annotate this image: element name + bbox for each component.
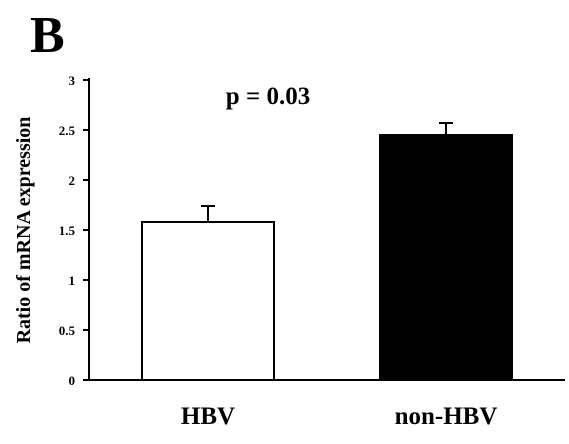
y-tick-label: 0.5 xyxy=(59,323,76,338)
x-tick-label: HBV xyxy=(181,403,235,430)
y-tick-label: 1 xyxy=(69,273,76,288)
bar-hbv xyxy=(141,221,275,381)
x-tick-label: non-HBV xyxy=(395,403,498,430)
y-tick-label: 3 xyxy=(69,73,76,88)
bar-non-hbv xyxy=(379,134,513,381)
y-axis-label: Ratio of mRNA expression xyxy=(13,117,35,344)
y-tick-label: 1.5 xyxy=(59,223,76,238)
plot-area: 0 0.5 1 1.5 2 2.5 3 HBV non-HBV xyxy=(59,73,565,430)
panel-label: B xyxy=(30,7,65,64)
y-tick-label: 2 xyxy=(69,173,76,188)
y-tick-label: 0 xyxy=(69,373,76,388)
p-value-annotation: p = 0.03 xyxy=(226,83,310,110)
y-tick-label: 2.5 xyxy=(59,123,76,138)
